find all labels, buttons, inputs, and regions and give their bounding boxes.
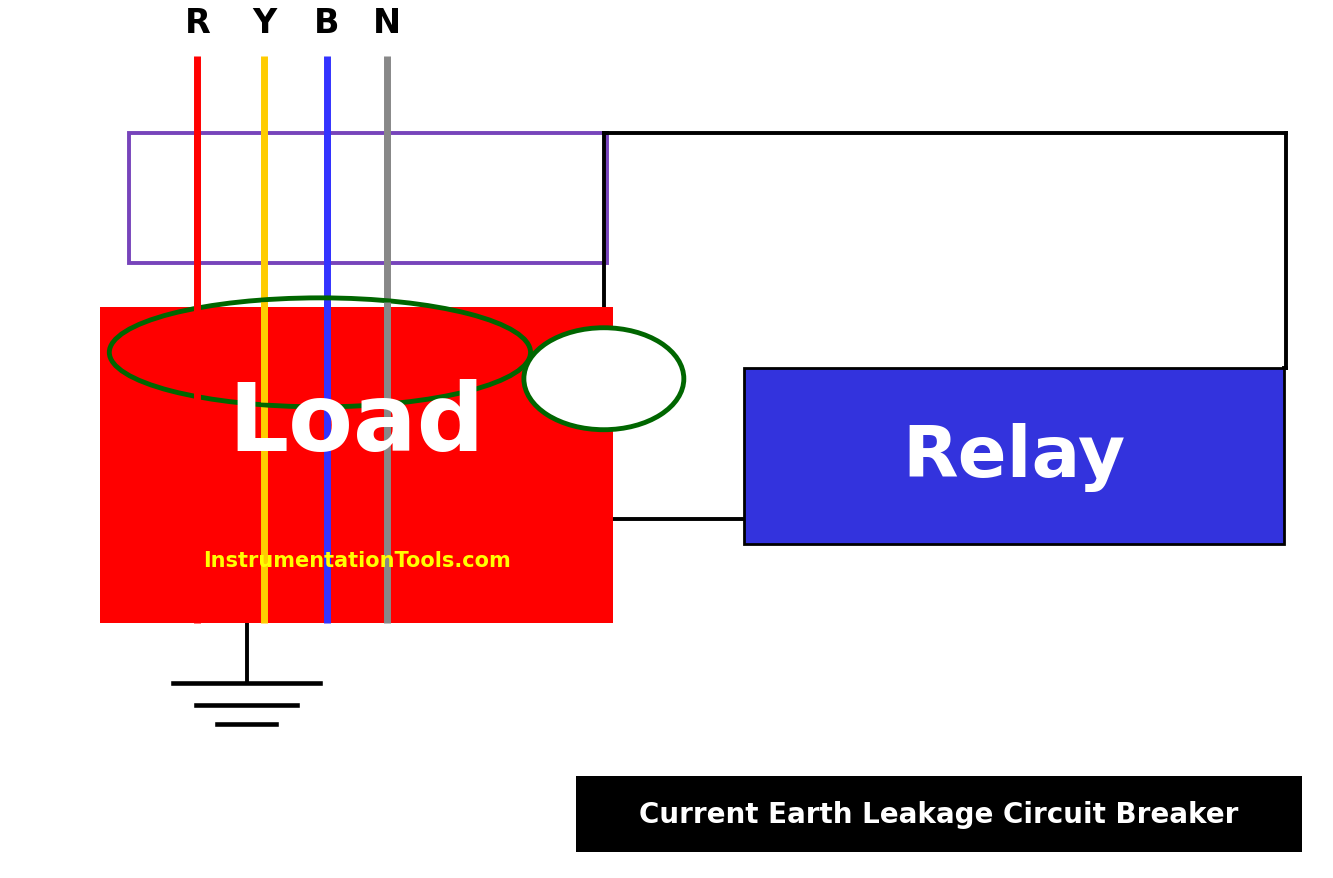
Text: N: N <box>372 6 401 40</box>
Text: Load: Load <box>228 378 485 471</box>
FancyBboxPatch shape <box>100 307 613 623</box>
Text: Relay: Relay <box>902 422 1125 491</box>
Text: R: R <box>184 6 211 40</box>
Text: B: B <box>313 6 340 40</box>
Ellipse shape <box>524 328 684 430</box>
FancyBboxPatch shape <box>744 369 1284 544</box>
Text: Y: Y <box>252 6 276 40</box>
FancyBboxPatch shape <box>576 776 1302 852</box>
FancyBboxPatch shape <box>129 133 607 263</box>
Text: Current Earth Leakage Circuit Breaker: Current Earth Leakage Circuit Breaker <box>640 800 1238 828</box>
Text: InstrumentationTools.com: InstrumentationTools.com <box>203 551 511 570</box>
